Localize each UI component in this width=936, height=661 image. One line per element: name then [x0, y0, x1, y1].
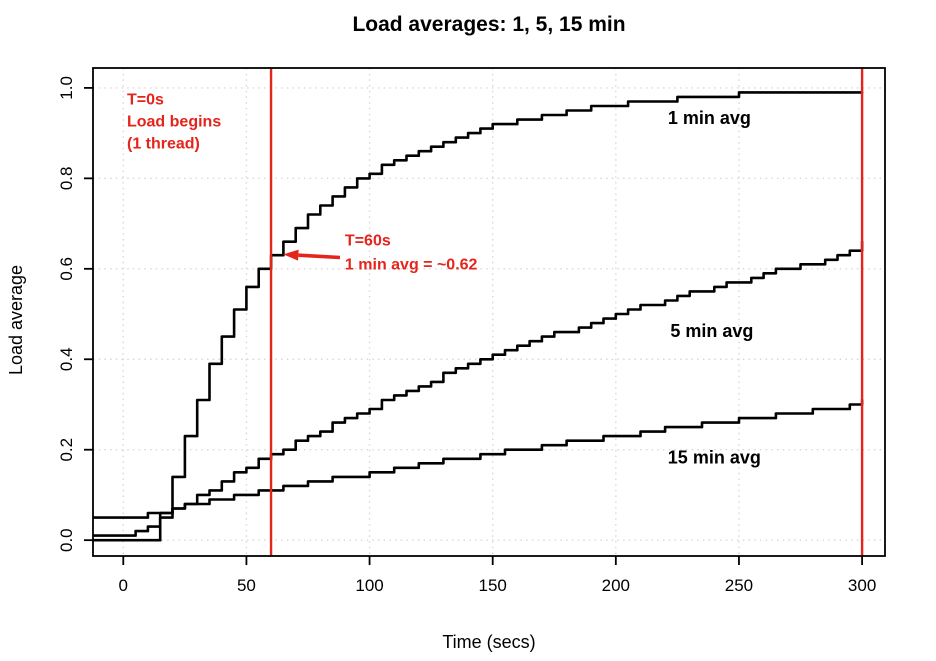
- axis-ticks: 0 50 100 150 200 250 300 0.0 0.2 0.4 0.6 0.8 1.0: [57, 76, 876, 595]
- annotation-t0-note: T=0s Load begins (1 thread): [127, 92, 221, 153]
- x-tick-label: 300: [848, 576, 876, 595]
- arrow-head: [283, 249, 299, 261]
- x-axis-label: Time (secs): [442, 632, 535, 652]
- y-tick-label: 0.8: [57, 167, 76, 191]
- y-tick-label: 0.2: [57, 438, 76, 462]
- series-line-1-min-avg: [92, 91, 864, 542]
- x-tick-label: 100: [355, 576, 383, 595]
- x-tick-label: 250: [725, 576, 753, 595]
- x-tick-label: 0: [119, 576, 128, 595]
- annotation-t0-note-line-1: Load begins: [127, 114, 221, 131]
- series-label-15-min-avg: 15 min avg: [668, 447, 761, 467]
- x-tick-label: 50: [237, 576, 256, 595]
- annotation-t60-note-line-0: T=60s: [345, 233, 391, 250]
- gridlines: [93, 68, 885, 556]
- x-tick-label: 200: [602, 576, 630, 595]
- series-label-5-min-avg: 5 min avg: [670, 321, 753, 341]
- x-tick-label: 150: [479, 576, 507, 595]
- arrow-shaft: [298, 253, 341, 260]
- chart-title: Load averages: 1, 5, 15 min: [352, 13, 625, 36]
- chart-body: 1 min avg 5 min avg 15 min avg T=0s Load beg…: [57, 67, 886, 595]
- y-tick-label: 1.0: [57, 76, 76, 100]
- series-line-5-min-avg: [92, 240, 864, 537]
- series-label-1-min-avg: 1 min avg: [668, 108, 751, 128]
- annotation-t0-note-line-2: (1 thread): [127, 136, 200, 153]
- y-tick-label: 0.4: [57, 347, 76, 371]
- y-tick-label: 0.0: [57, 528, 76, 552]
- annotation-t60-note-line-1: 1 min avg = ~0.62: [345, 257, 478, 274]
- plot-border: [92, 67, 886, 557]
- annotation-t0-note-line-0: T=0s: [127, 92, 164, 109]
- y-tick-label: 0.6: [57, 257, 76, 281]
- series-line-15-min-avg: [92, 398, 864, 519]
- annotation-t60-note: T=60s 1 min avg = ~0.62: [345, 233, 478, 274]
- y-axis-label: Load average: [6, 265, 26, 375]
- annotation-arrow: [283, 249, 341, 261]
